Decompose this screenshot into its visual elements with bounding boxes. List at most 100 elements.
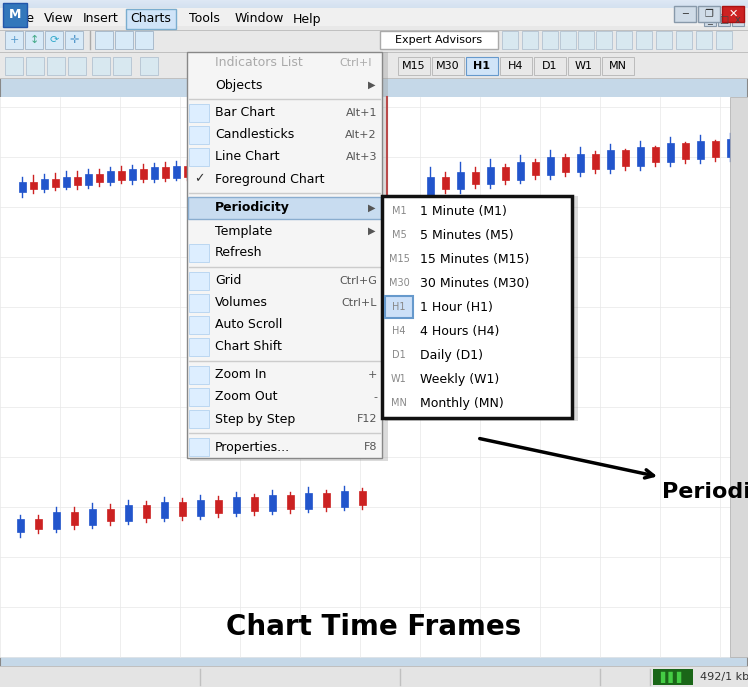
Bar <box>568 57 600 75</box>
Bar <box>129 169 136 180</box>
Text: M5: M5 <box>392 230 406 240</box>
Bar <box>385 196 578 421</box>
Text: ─: ─ <box>682 9 688 19</box>
Text: H1: H1 <box>473 61 491 71</box>
Text: ✓: ✓ <box>194 172 204 185</box>
Bar <box>602 57 634 75</box>
Bar <box>0 17 748 18</box>
Bar <box>17 519 24 532</box>
Bar <box>85 174 92 185</box>
Bar <box>107 509 114 521</box>
Text: ✛: ✛ <box>70 35 79 45</box>
Bar <box>190 52 388 461</box>
Text: Grid: Grid <box>215 275 242 287</box>
Text: Weekly (W1): Weekly (W1) <box>420 372 499 385</box>
Bar <box>712 141 719 157</box>
Bar <box>0 24 748 25</box>
Bar <box>63 177 70 187</box>
Text: Ctrl+G: Ctrl+G <box>339 276 377 286</box>
Text: W1: W1 <box>575 61 593 71</box>
Bar <box>636 31 652 49</box>
Bar <box>96 174 103 182</box>
Bar <box>622 150 629 166</box>
Bar <box>607 150 614 169</box>
Text: Auto Scroll: Auto Scroll <box>215 319 283 332</box>
Text: View: View <box>44 12 74 25</box>
Bar <box>35 519 42 529</box>
Bar <box>382 196 572 418</box>
Bar <box>19 182 26 192</box>
Bar <box>47 57 65 75</box>
Bar <box>577 154 584 172</box>
Bar <box>140 169 147 179</box>
Text: ⟳: ⟳ <box>49 35 58 45</box>
Text: H1: H1 <box>392 302 405 312</box>
Text: M: M <box>9 8 21 21</box>
Bar <box>0 14 748 15</box>
Bar <box>41 179 48 189</box>
Text: ✕: ✕ <box>729 9 738 19</box>
Bar <box>5 31 23 49</box>
Bar <box>197 500 204 516</box>
Bar <box>652 147 659 162</box>
Bar <box>5 57 23 75</box>
Bar <box>187 52 382 458</box>
Bar <box>52 179 59 187</box>
Bar <box>674 6 696 22</box>
Text: Indicators List: Indicators List <box>215 56 303 69</box>
Text: _: _ <box>708 15 712 25</box>
Text: Alt+3: Alt+3 <box>346 152 377 162</box>
Bar <box>0 8 748 30</box>
Bar <box>0 27 748 28</box>
Text: Alt+1: Alt+1 <box>346 108 377 118</box>
Text: Ctrl+L: Ctrl+L <box>342 298 377 308</box>
Text: M15: M15 <box>388 254 409 264</box>
Bar <box>427 177 434 197</box>
Bar <box>189 104 209 122</box>
Bar <box>53 512 60 529</box>
Bar <box>0 5 748 6</box>
Bar <box>189 410 209 428</box>
Text: 4 Hours (H4): 4 Hours (H4) <box>420 324 500 337</box>
Text: Window: Window <box>234 12 283 25</box>
Bar <box>0 11 748 12</box>
Text: 1 Minute (M1): 1 Minute (M1) <box>420 205 507 218</box>
Bar <box>68 57 86 75</box>
Bar <box>151 167 158 179</box>
Text: M30: M30 <box>436 61 460 71</box>
Bar <box>0 13 748 14</box>
Text: Template: Template <box>215 225 272 238</box>
Text: 30 Minutes (M30): 30 Minutes (M30) <box>420 276 530 289</box>
Bar <box>727 139 734 157</box>
Bar <box>305 493 312 509</box>
Bar <box>698 6 720 22</box>
Bar <box>118 171 125 180</box>
Text: Chart Time Frames: Chart Time Frames <box>227 613 521 641</box>
Bar <box>637 147 644 166</box>
Bar <box>71 512 78 525</box>
Bar <box>696 31 712 49</box>
Bar <box>0 78 748 79</box>
Bar <box>0 23 748 24</box>
Bar <box>398 57 430 75</box>
Text: H4: H4 <box>392 326 405 336</box>
Bar <box>0 10 748 11</box>
Text: Properties...: Properties... <box>215 440 290 453</box>
Bar <box>0 2 748 3</box>
Bar <box>115 31 133 49</box>
Text: 1 Hour (H1): 1 Hour (H1) <box>420 300 493 313</box>
Bar <box>251 497 258 511</box>
Bar <box>162 167 169 178</box>
Bar <box>65 31 83 49</box>
Text: W1: W1 <box>391 374 407 384</box>
Bar <box>547 157 554 175</box>
Bar <box>522 31 538 49</box>
Bar <box>45 31 63 49</box>
Bar <box>667 143 674 162</box>
Bar <box>0 3 748 4</box>
Text: D1: D1 <box>542 61 558 71</box>
Bar <box>113 57 131 75</box>
Bar <box>0 52 748 53</box>
Text: Objects: Objects <box>215 78 263 91</box>
Bar <box>143 505 150 518</box>
